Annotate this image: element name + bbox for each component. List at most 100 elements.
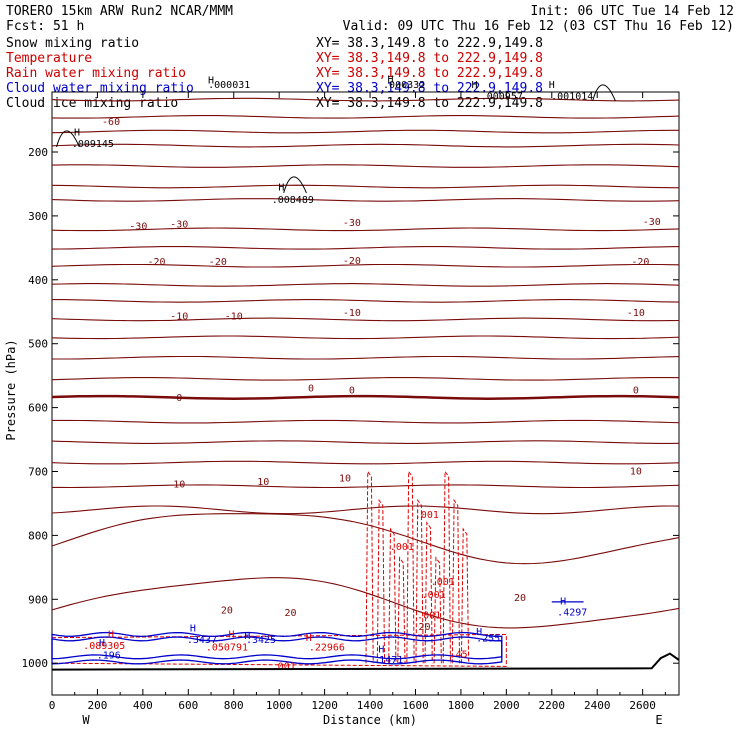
snow-contour bbox=[283, 176, 307, 194]
header-line2-right: Valid: 09 UTC Thu 16 Feb 12 (03 CST Thu … bbox=[343, 19, 734, 34]
terrain-line bbox=[51, 652, 680, 671]
x-end-label-west: W bbox=[82, 713, 90, 727]
y-tick-label: 600 bbox=[28, 402, 48, 415]
y-tick-label: 300 bbox=[28, 210, 48, 223]
cloud-water-label: H bbox=[244, 631, 250, 642]
rain-contour bbox=[397, 556, 406, 664]
x-tick-label: 800 bbox=[224, 699, 244, 712]
rain-label: .001 bbox=[422, 590, 446, 601]
rain-label: .001 bbox=[272, 662, 296, 673]
isotherm-line bbox=[51, 129, 679, 134]
rain-label: .22966 bbox=[309, 642, 345, 653]
temperature-label: -30 bbox=[129, 221, 147, 232]
snow-label: .008489 bbox=[272, 195, 314, 206]
temperature-label: -30 bbox=[343, 218, 361, 229]
x-tick-label: 1400 bbox=[357, 699, 384, 712]
rain-label: .050791 bbox=[206, 642, 248, 653]
rain-contour bbox=[388, 527, 397, 664]
temperature-label: 10 bbox=[630, 467, 642, 478]
temperature-label: -10 bbox=[225, 311, 243, 322]
legend-range: XY= 38.3,149.8 to 222.9,149.8 bbox=[316, 36, 543, 51]
axes: Distance (km) Pressure (hPa) W E 0 200 400… bbox=[4, 92, 679, 727]
isotherm-line bbox=[51, 143, 680, 148]
header-line1-right: Init: 06 UTC Tue 14 Feb 12 bbox=[531, 4, 735, 19]
isotherm-line bbox=[51, 198, 680, 202]
snow-label: H bbox=[74, 127, 80, 138]
x-tick-label: 1000 bbox=[266, 699, 293, 712]
legend-range: XY= 38.3,149.8 to 222.9,149.8 bbox=[316, 51, 543, 66]
snow-label: H bbox=[549, 80, 555, 91]
rain-contour bbox=[442, 469, 451, 664]
isotherm-line bbox=[52, 484, 680, 489]
isotherm-line bbox=[51, 377, 680, 381]
isotherm-line bbox=[51, 283, 680, 287]
snow-contours bbox=[56, 84, 616, 194]
cloud-water-label: H bbox=[99, 638, 105, 649]
contour-labels: -60 -30 -30 -30 -30 -20 -20 -20 -20 -10 -10 -10 -10 0… bbox=[72, 74, 661, 672]
x-tick-label: 1600 bbox=[402, 699, 429, 712]
temperature-label: -30 bbox=[170, 219, 188, 230]
rain-label: H bbox=[108, 630, 114, 641]
y-axis-label: Pressure (hPa) bbox=[4, 339, 18, 440]
plot-area: -60 -30 -30 -30 -30 -20 -20 -20 -20 -10 -10 -10 -10 0… bbox=[51, 74, 680, 696]
snow-contour bbox=[56, 130, 80, 148]
rain-contour bbox=[460, 527, 470, 664]
cloud-water-label: H bbox=[560, 596, 566, 607]
cloud-water-label: H bbox=[378, 644, 384, 655]
cloud-water-label: .1471 bbox=[373, 655, 403, 666]
y-tick-label: 200 bbox=[28, 146, 48, 159]
cloud-water-label: .3437 bbox=[187, 635, 217, 646]
header-line1-left: TORERO 15km ARW Run2 NCAR/MMM bbox=[6, 4, 233, 19]
ice-label: H bbox=[387, 74, 393, 85]
temperature-label: 0 bbox=[349, 386, 355, 397]
isotherm-line bbox=[51, 577, 680, 629]
isotherm-line bbox=[51, 513, 680, 565]
isotherm-line bbox=[52, 355, 680, 360]
snow-label: .000957 bbox=[481, 92, 523, 103]
isotherm-line bbox=[51, 246, 680, 250]
cloud-water-label: H bbox=[190, 623, 196, 634]
cloud-water-contour bbox=[51, 636, 503, 660]
isotherm-line bbox=[51, 394, 680, 400]
x-tick-label: 1200 bbox=[311, 699, 338, 712]
rain-label: .001 bbox=[417, 610, 441, 621]
cloud-water-label: .255 bbox=[476, 633, 500, 644]
legend-label: Snow mixing ratio bbox=[6, 36, 139, 51]
temperature-label: 0 bbox=[176, 393, 182, 404]
cloud-water-contours bbox=[51, 601, 584, 665]
rain-contour bbox=[433, 556, 442, 664]
isotherm-line bbox=[51, 440, 680, 444]
legend: Snow mixing ratio XY= 38.3,149.8 to 222.9… bbox=[6, 36, 543, 111]
isotherm-line bbox=[51, 227, 680, 232]
plot-frame bbox=[51, 91, 680, 696]
cloud-water-label: .196 bbox=[97, 651, 121, 662]
ice-label: .000332 bbox=[383, 80, 425, 91]
isotherm-line bbox=[51, 460, 680, 465]
isotherm-line bbox=[52, 299, 680, 303]
rain-label: .001 bbox=[415, 510, 439, 521]
isotherm-line bbox=[51, 505, 680, 515]
legend-label: Temperature bbox=[6, 51, 92, 66]
x-tick-label: 2600 bbox=[629, 699, 656, 712]
rain-contour bbox=[451, 498, 461, 664]
temperature-label: -20 bbox=[343, 256, 361, 267]
snow-label: H bbox=[278, 182, 284, 193]
legend-label: Rain water mixing ratio bbox=[6, 66, 186, 81]
rain-contour bbox=[376, 498, 386, 664]
legend-range: XY= 38.3,149.8 to 222.9,149.8 bbox=[316, 66, 543, 81]
temperature-label: -20 bbox=[631, 257, 649, 268]
rain-label: .089305 bbox=[83, 641, 125, 652]
isotherm-line bbox=[52, 419, 680, 424]
x-tick-label: 0 bbox=[49, 699, 56, 712]
temperature-label: 20 bbox=[221, 605, 233, 616]
rain-label: H bbox=[228, 630, 234, 641]
isotherm-line bbox=[51, 164, 680, 168]
rain-contour bbox=[406, 469, 415, 664]
isotherm-line bbox=[51, 335, 680, 340]
temperature-label: 20 bbox=[419, 622, 431, 633]
snow-label: .001014 bbox=[551, 92, 593, 103]
x-tick-label: 400 bbox=[133, 699, 153, 712]
temperature-label: -10 bbox=[170, 311, 188, 322]
cloud-water-label: .3425 bbox=[246, 635, 276, 646]
isotherm-line bbox=[51, 97, 680, 102]
